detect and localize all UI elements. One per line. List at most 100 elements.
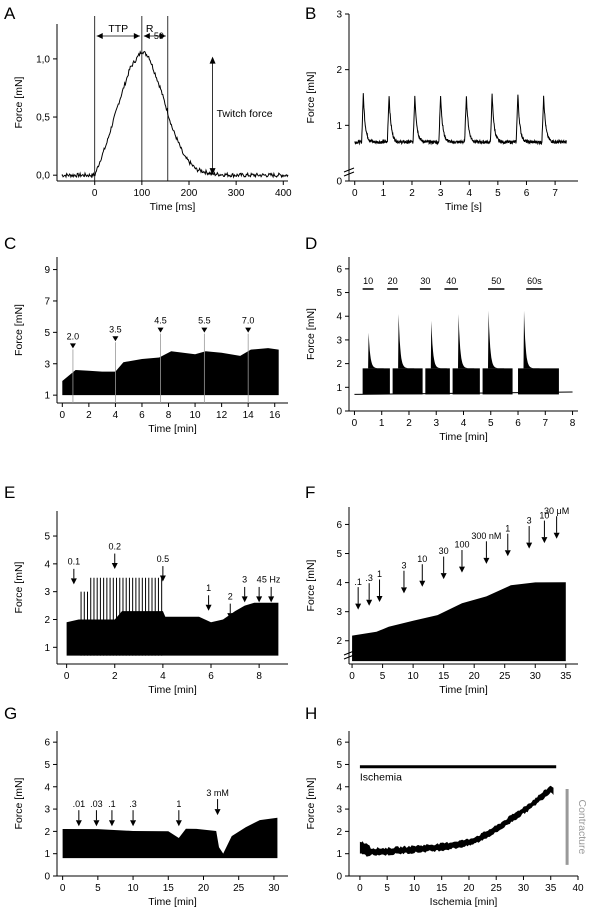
y-tick-label: 6 — [336, 264, 342, 275]
marker-arrowhead — [541, 537, 548, 544]
concentration-label: 10 — [417, 554, 427, 564]
post-rest-spike — [488, 310, 513, 369]
y-tick-label: 9 — [44, 265, 50, 276]
x-tick-label: 20 — [198, 883, 210, 894]
y-tick-label: 0 — [336, 872, 342, 883]
x-tick-label: 14 — [243, 410, 255, 421]
x-tick-label: 35 — [545, 883, 557, 894]
marker-arrowhead — [93, 820, 100, 827]
x-tick-label: 400 — [275, 188, 292, 199]
r50-arrowhead-right — [159, 33, 166, 39]
x-tick-label: 0 — [64, 671, 70, 682]
y-tick-label: 5 — [44, 328, 50, 339]
force-trace — [354, 93, 567, 146]
x-tick-label: 25 — [233, 883, 245, 894]
x-tick-label: 0 — [352, 418, 358, 429]
y-axis-label: Force [mN] — [305, 71, 317, 123]
axis-break-icon — [343, 650, 355, 660]
x-tick-label: 7 — [552, 188, 558, 199]
marker-arrowhead — [157, 327, 164, 333]
y-tick-label: 3 — [336, 607, 342, 618]
y-tick-label: 5 — [44, 532, 50, 543]
y-tick-label: 3 — [44, 805, 50, 816]
chart-panel-f: 0 5 10 15 20 25 30 35 2 3 4 5 6 Time [min] Force [mN].… — [305, 506, 578, 696]
y-axis-label: Force [mN] — [305, 777, 317, 829]
panel-e-label: E — [4, 483, 15, 502]
contraction-block — [482, 368, 513, 395]
y-tick-label: 2 — [44, 827, 50, 838]
x-tick-label: 4 — [113, 410, 119, 421]
concentration-label: 30 — [439, 546, 449, 556]
rest-interval-label: 40 — [446, 276, 456, 286]
y-tick-label: 4 — [336, 578, 342, 589]
x-tick-label: 25 — [499, 671, 511, 682]
y-tick-label: 4 — [44, 782, 50, 793]
marker-arrowhead — [111, 563, 118, 570]
x-tick-label: 10 — [408, 671, 420, 682]
y-tick-label: 2 — [44, 615, 50, 626]
y-tick-label: 0 — [44, 872, 50, 883]
x-tick-label: 0 — [349, 671, 355, 682]
x-tick-label: 2 — [112, 671, 118, 682]
marker-arrowhead — [376, 596, 383, 603]
x-tick-label: 0 — [357, 883, 363, 894]
x-tick-label: 15 — [163, 883, 175, 894]
x-tick-label: 5 — [384, 883, 390, 894]
contraction-block — [392, 368, 423, 395]
x-tick-label: 10 — [190, 410, 202, 421]
marker-arrowhead — [205, 604, 212, 611]
force-envelope — [62, 817, 278, 859]
y-tick-label: 3 — [336, 805, 342, 816]
x-tick-label: 8 — [166, 410, 172, 421]
calcium-label: 7.0 — [242, 316, 255, 326]
marker-arrowhead — [526, 542, 533, 549]
y-tick-label: 2 — [336, 359, 342, 370]
frequency-label: 0.5 — [157, 554, 170, 564]
rest-interval-label: 30 — [420, 276, 430, 286]
force-envelope — [352, 582, 566, 662]
y-tick-label: 3 — [44, 587, 50, 598]
force-trace — [61, 50, 289, 179]
calcium-label: 2.0 — [67, 331, 80, 341]
ischemia-label: Ischemia — [360, 772, 402, 784]
post-rest-spike — [368, 332, 390, 369]
y-tick-label: 5 — [336, 288, 342, 299]
post-rest-spike — [458, 314, 480, 369]
y-tick-label: 7 — [44, 296, 50, 307]
x-tick-label: 5 — [95, 883, 101, 894]
frequency-label: 2 — [228, 591, 233, 601]
concentration-label: 1 — [505, 523, 510, 533]
x-tick-label: 6 — [139, 410, 145, 421]
x-tick-label: 6 — [515, 418, 521, 429]
marker-arrowhead — [70, 578, 77, 585]
concentration-label: .01 — [73, 799, 86, 809]
post-rest-spike — [523, 310, 559, 369]
marker-arrowhead — [355, 603, 362, 610]
marker-arrowhead — [256, 596, 263, 603]
x-tick-label: 20 — [469, 671, 481, 682]
x-axis-label: Time [min] — [148, 896, 197, 908]
marker-arrowhead — [245, 327, 252, 333]
contracture-label: Contracture — [576, 799, 588, 854]
marker-arrowhead — [419, 580, 426, 587]
marker-arrowhead — [400, 587, 407, 594]
x-axis-label: Time [min] — [439, 431, 488, 443]
concentration-label: 300 nM — [471, 531, 501, 541]
concentration-label: 10 — [539, 510, 549, 520]
concentration-label: .1 — [108, 799, 116, 809]
post-rest-spike — [430, 320, 450, 369]
x-tick-label: 5 — [495, 188, 501, 199]
y-axis-label: Force [mN] — [13, 777, 25, 829]
x-axis-label: Time [min] — [148, 684, 197, 696]
x-tick-label: 3 — [438, 188, 444, 199]
y-tick-label: 0 — [336, 407, 342, 418]
twitch-arrowhead-down — [209, 168, 216, 176]
x-tick-label: 4 — [466, 188, 472, 199]
x-tick-label: 6 — [524, 188, 530, 199]
concentration-label: 1 — [377, 569, 382, 579]
x-tick-label: 15 — [436, 883, 448, 894]
y-tick-label: 1 — [336, 383, 342, 394]
x-tick-label: 4 — [160, 671, 166, 682]
x-tick-label: 6 — [208, 671, 214, 682]
marker-arrowhead — [227, 613, 234, 620]
